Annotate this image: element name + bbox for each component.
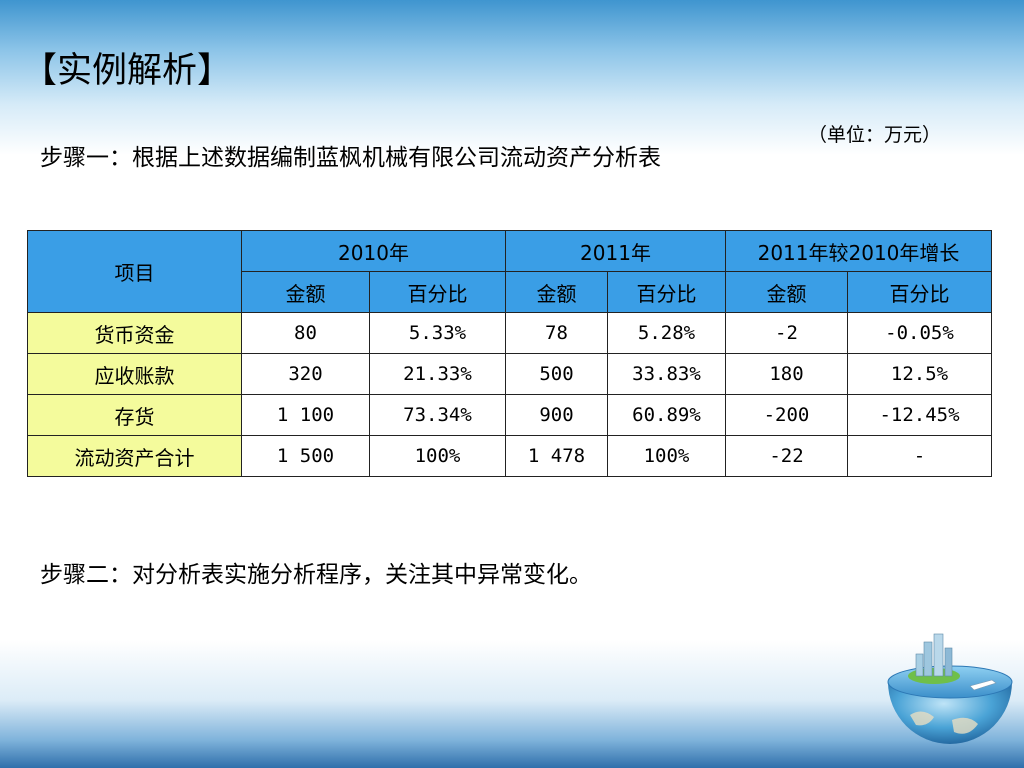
table-cell: 1 100 [241,394,370,436]
page-title: 【实例解析】 [22,51,233,91]
table-cell: -12.45% [847,394,992,436]
table-cell: 320 [241,353,370,395]
table-cell: -22 [725,435,848,477]
header-2010: 2010年 [241,230,506,272]
table-cell: 78 [505,312,608,354]
current-assets-analysis-table: 项目 2010年 2011年 2011年较2010年增长 金额 百分比 金额 百… [27,230,992,477]
table-cell: 100% [369,435,506,477]
row-label: 应收账款 [27,353,242,395]
table-row: 存货 1 100 73.34% 900 60.89% -200 -12.45% [27,394,992,436]
row-label: 流动资产合计 [27,435,242,477]
table-cell: 180 [725,353,848,395]
header-item: 项目 [27,230,242,313]
table-cell: 900 [505,394,608,436]
table-cell: 5.28% [607,312,726,354]
subheader-percent: 百分比 [847,271,992,313]
step-one-text: 步骤一：根据上述数据编制蓝枫机械有限公司流动资产分析表 [40,145,661,171]
header-growth: 2011年较2010年增长 [725,230,992,272]
table-cell: 80 [241,312,370,354]
subheader-percent: 百分比 [369,271,506,313]
row-label: 存货 [27,394,242,436]
table-cell: 73.34% [369,394,506,436]
table-header-row: 项目 2010年 2011年 2011年较2010年增长 [27,230,992,313]
subheader-amount: 金额 [505,271,608,313]
table-row: 应收账款 320 21.33% 500 33.83% 180 12.5% [27,353,992,395]
subheader-amount: 金额 [241,271,370,313]
table-cell: 1 478 [505,435,608,477]
table-cell: -200 [725,394,848,436]
subheader-amount: 金额 [725,271,848,313]
table-cell: - [847,435,992,477]
table-cell: 5.33% [369,312,506,354]
unit-note: （单位：万元） [808,124,942,146]
table-cell: 21.33% [369,353,506,395]
step-two-text: 步骤二：对分析表实施分析程序，关注其中异常变化。 [40,562,592,588]
table-cell: 500 [505,353,608,395]
table-cell: 100% [607,435,726,477]
table-cell: 60.89% [607,394,726,436]
globe-city-icon [887,633,1013,744]
table-row: 流动资产合计 1 500 100% 1 478 100% -22 - [27,435,992,477]
subheader-percent: 百分比 [607,271,726,313]
table-row: 货币资金 80 5.33% 78 5.28% -2 -0.05% [27,312,992,354]
table-cell: 12.5% [847,353,992,395]
table-cell: 1 500 [241,435,370,477]
header-2011: 2011年 [505,230,726,272]
table-cell: -2 [725,312,848,354]
row-label: 货币资金 [27,312,242,354]
table-cell: 33.83% [607,353,726,395]
table-subheader-row: 金额 百分比 金额 百分比 金额 百分比 [28,271,992,313]
table-cell: -0.05% [847,312,992,354]
